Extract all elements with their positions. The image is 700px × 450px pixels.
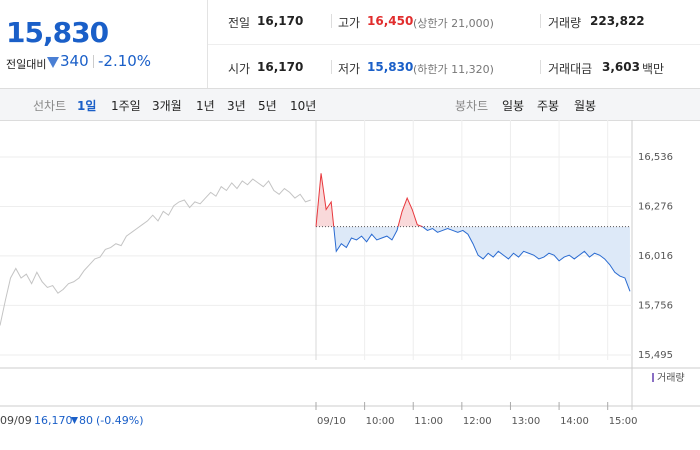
stat-value: 223,822: [590, 14, 645, 28]
x-tick-label: 10:00: [366, 416, 395, 427]
footer-change: 80: [79, 414, 93, 427]
period-button[interactable]: 3년: [227, 99, 246, 113]
down-icon: [47, 57, 59, 68]
toolbar-label: 선차트: [33, 99, 67, 113]
chart: 거래량 09/09 16,170 80 (-0.49%) 16,536 16,27…: [0, 120, 700, 427]
toolbar-label: 봉차트: [455, 99, 489, 113]
stat-label: 시가: [228, 62, 251, 76]
y-tick-label: 16,276: [638, 201, 673, 212]
price: 15,830: [6, 16, 109, 49]
stat-label: 고가: [338, 16, 361, 30]
period-button[interactable]: 1일: [77, 99, 97, 113]
volume-legend-marker: [652, 373, 654, 382]
x-tick-label: 14:00: [560, 416, 589, 427]
period-button[interactable]: 3개월: [152, 99, 182, 113]
separator: [331, 14, 332, 28]
price-line: [0, 178, 311, 326]
period-button[interactable]: 월봉: [574, 99, 597, 113]
period-button[interactable]: 1주일: [111, 99, 141, 113]
stat-value: 15,830: [367, 60, 414, 74]
stat-unit: 백만: [642, 62, 665, 76]
footer-rate: (-0.49%): [96, 414, 144, 427]
stat-note: (상한가 21,000): [413, 17, 494, 30]
price-line: [315, 226, 631, 292]
period-button[interactable]: 일봉: [502, 99, 525, 113]
area-up: [316, 173, 423, 227]
stat-note: (하한가 11,320): [413, 63, 494, 76]
period-button[interactable]: 10년: [290, 99, 317, 113]
separator: [93, 55, 94, 68]
price-box: 15,830 전일대비 340 -2.10%: [0, 0, 208, 88]
separator: [540, 14, 541, 28]
x-tick-label: 13:00: [511, 416, 540, 427]
period-button[interactable]: 1년: [196, 99, 215, 113]
x-tick-label: 15:00: [609, 416, 638, 427]
separator: [331, 60, 332, 74]
down-icon: [71, 417, 78, 424]
y-tick-label: 16,016: [638, 251, 673, 262]
quote-header: 15,830 전일대비 340 -2.10% 전일 16,170 고가 16,4…: [0, 0, 700, 89]
x-tick-label: 12:00: [463, 416, 492, 427]
stat-label: 거래대금: [548, 62, 593, 76]
x-tick-label: 11:00: [414, 416, 443, 427]
stat-value: 3,603: [602, 60, 640, 74]
footer-close: 16,170: [34, 414, 73, 427]
area-down: [316, 226, 630, 292]
footer-date: 09/09: [0, 414, 32, 427]
period-button[interactable]: 5년: [258, 99, 277, 113]
y-tick-label: 15,495: [638, 350, 673, 361]
y-tick-label: 16,536: [638, 152, 673, 163]
change: 340: [60, 52, 89, 70]
stat-value: 16,170: [257, 14, 304, 28]
stat-value: 16,170: [257, 60, 304, 74]
stat-label: 전일: [228, 16, 251, 30]
change-label: 전일대비: [6, 58, 47, 71]
period-button[interactable]: 주봉: [537, 99, 560, 113]
volume-label: 거래량: [657, 372, 685, 384]
stat-value: 16,450: [367, 14, 414, 28]
x-tick-label: 09/10: [317, 416, 346, 427]
toolbar: 선차트 봉차트 1일 1주일 3개월 1년 3년 5년 10년 일봉 주봉 월봉: [0, 89, 700, 121]
stat-label: 저가: [338, 62, 361, 76]
separator: [540, 60, 541, 74]
y-tick-label: 15,756: [638, 300, 673, 311]
row-divider: [208, 44, 700, 45]
change-rate: -2.10%: [98, 52, 152, 70]
stat-label: 거래량: [548, 16, 582, 30]
